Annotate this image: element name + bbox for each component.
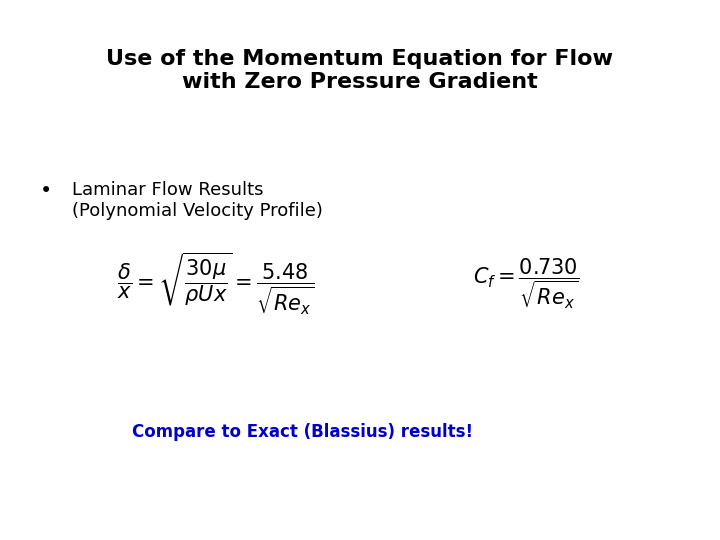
Text: Laminar Flow Results
(Polynomial Velocity Profile): Laminar Flow Results (Polynomial Velocit… <box>72 181 323 220</box>
Text: Use of the Momentum Equation for Flow
with Zero Pressure Gradient: Use of the Momentum Equation for Flow wi… <box>107 49 613 92</box>
Text: Compare to Exact (Blassius) results!: Compare to Exact (Blassius) results! <box>132 423 473 441</box>
Text: $\dfrac{\delta}{x} = \sqrt{\dfrac{30\mu}{\rho U x}} = \dfrac{5.48}{\sqrt{Re_x}}$: $\dfrac{\delta}{x} = \sqrt{\dfrac{30\mu}… <box>117 251 315 316</box>
Text: $C_f = \dfrac{0.730}{\sqrt{Re_x}}$: $C_f = \dfrac{0.730}{\sqrt{Re_x}}$ <box>472 256 579 310</box>
Text: •: • <box>40 181 52 201</box>
